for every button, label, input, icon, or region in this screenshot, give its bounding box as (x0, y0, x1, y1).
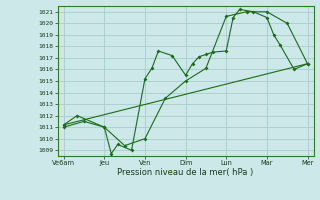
X-axis label: Pression niveau de la mer( hPa ): Pression niveau de la mer( hPa ) (117, 168, 254, 177)
